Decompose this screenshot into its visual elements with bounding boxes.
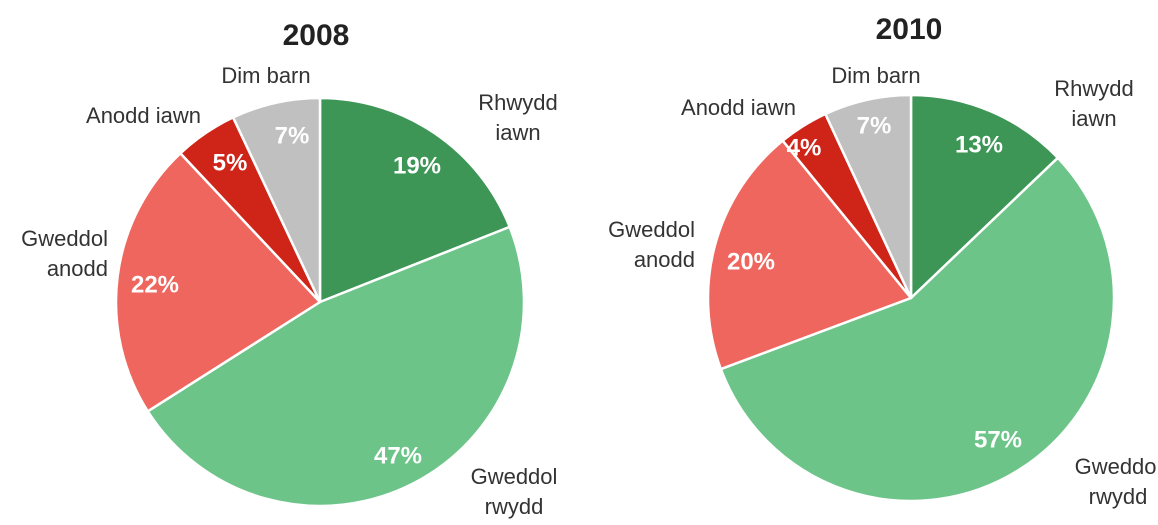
pie-slice-gweddol-anodd [114, 152, 322, 413]
data-label: 4% [787, 134, 822, 161]
category-label: Dim barn [221, 63, 310, 88]
pie-slice-gweddol-anodd [706, 139, 913, 371]
pie-slice-rhwydd-iawn [318, 96, 511, 304]
category-label: Gweddol anodd [21, 226, 108, 281]
category-label: Gweddol anodd [608, 217, 695, 272]
category-label: Anodd iawn [86, 103, 201, 128]
category-label: Anodd iawn [681, 95, 796, 120]
category-label: Gweddol rwydd [471, 464, 558, 519]
data-label: 7% [275, 122, 310, 149]
data-label: 19% [393, 152, 441, 179]
pie-slice-rhwydd-iawn [909, 93, 1060, 300]
pie-slice-gweddol-rwydd [719, 156, 1116, 503]
data-label: 7% [857, 112, 892, 139]
data-label: 20% [727, 248, 775, 275]
data-label: 47% [374, 442, 422, 469]
chart-title: 2010 [876, 13, 943, 46]
data-label: 22% [131, 271, 179, 298]
category-label: Rhwydd iawn [478, 90, 557, 145]
pie-slice-dim-barn [824, 93, 913, 300]
data-label: 5% [213, 149, 248, 176]
category-label: Rhwydd iawn [1054, 76, 1133, 131]
data-label: 57% [974, 426, 1022, 453]
category-label: Dim barn [831, 63, 920, 88]
pie-chart-2010: 2010 13% 57% 20% 4% 7% Rhwydd iawn Gweddol rwydd G… [608, 13, 1158, 509]
pie-slice-gweddol-rwydd [146, 225, 526, 508]
chart-title: 2008 [283, 19, 350, 52]
pie-slice-dim-barn [231, 96, 322, 304]
category-label: Gweddol rwydd [1075, 454, 1158, 509]
pie-chart-2008: 2008 19% 47% 22% 5% 7% Rhwydd iawn Gweddol rwydd G… [21, 19, 558, 519]
data-label: 13% [955, 131, 1003, 158]
